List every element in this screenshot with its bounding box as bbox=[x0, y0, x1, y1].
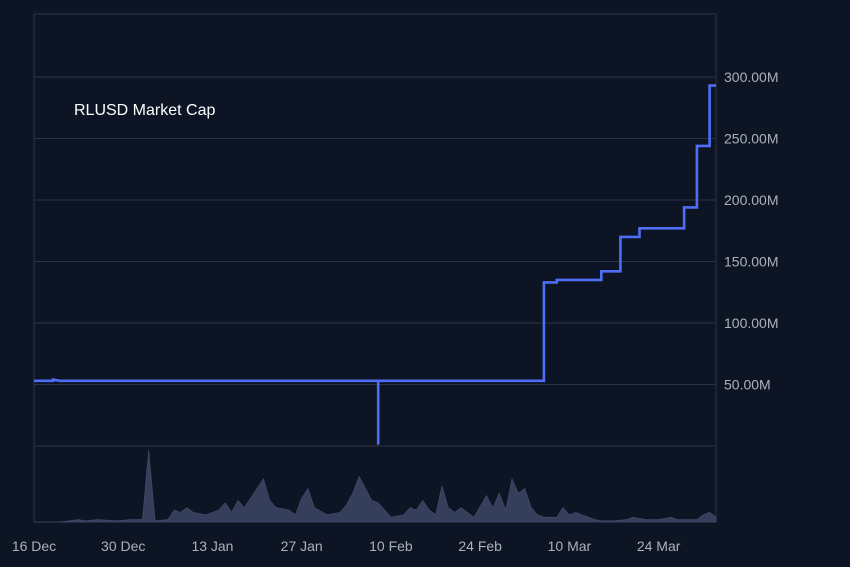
volume-area bbox=[34, 449, 717, 523]
y-tick-label: 150.00M bbox=[724, 254, 778, 270]
y-tick-label: 100.00M bbox=[724, 315, 778, 331]
x-tick-label: 24 Feb bbox=[458, 538, 502, 554]
y-tick-label: 300.00M bbox=[724, 69, 778, 85]
x-tick-label: 13 Jan bbox=[191, 538, 233, 554]
y-tick-label: 250.00M bbox=[724, 131, 778, 147]
x-tick-label: 27 Jan bbox=[281, 538, 323, 554]
volume-layer bbox=[34, 449, 717, 523]
x-tick-label: 24 Mar bbox=[637, 538, 681, 554]
x-tick-label: 10 Mar bbox=[548, 538, 592, 554]
x-tick-label: 10 Feb bbox=[369, 538, 413, 554]
y-tick-label: 50.00M bbox=[724, 377, 771, 393]
grid-layer bbox=[34, 76, 716, 385]
x-tick-label: 16 Dec bbox=[12, 538, 56, 554]
y-axis-labels: 50.00M 100.00M 150.00M 200.00M 250.00M 300.00… bbox=[724, 69, 778, 393]
y-tick-label: 200.00M bbox=[724, 192, 778, 208]
x-axis-labels: 16 Dec 30 Dec 13 Jan 27 Jan 10 Feb 24 Feb 10 M… bbox=[12, 538, 681, 554]
chart-title: RLUSD Market Cap bbox=[74, 102, 215, 119]
market-cap-line bbox=[34, 84, 716, 445]
x-tick-label: 30 Dec bbox=[101, 538, 145, 554]
line-layer bbox=[34, 84, 716, 445]
